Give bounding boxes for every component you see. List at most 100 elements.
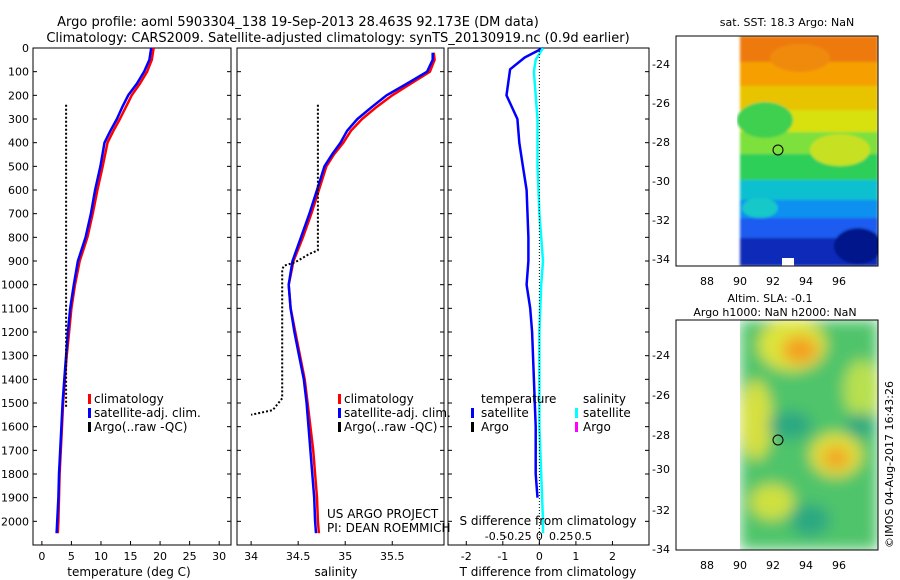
sst-map: sat. SST: 18.3 Argo: NaN [652,16,879,288]
legend-climatology-label: climatology [94,392,164,406]
sla-blob-teal-bottom [790,504,830,536]
series-line-climatology [287,52,436,534]
sla-xtick: 94 [799,559,813,572]
series-line-satellite-adj-clim- [287,52,434,534]
y-tick-label: 1500 [1,397,29,410]
y-tick-label: 600 [8,184,29,197]
difference-legend: temperature satellite Argo salinity sate… [460,392,637,528]
sst-xtick: 90 [733,275,747,288]
sla-blob-teal [768,411,812,439]
sst-patch-cyan [742,198,778,218]
legend-argo-swatch [88,422,91,432]
y-tick-label: 1900 [1,492,29,505]
difference-panel-frame [447,47,650,546]
y-tick-label: 1100 [1,302,29,315]
pi-annotation: PI: DEAN ROEMMICH [327,521,450,535]
sla-blob-yellow-bottom [750,484,794,520]
x-tick-label: 0 [536,550,543,563]
sla-argo-marker [772,434,784,446]
y-tick-label: 2000 [1,515,29,528]
x-tick-label: 25 [183,550,197,563]
x-tick-label: 0 [38,550,45,563]
x-tick-label: 2 [609,550,616,563]
temperature-difference-axis-label: T difference from climatology [459,565,637,579]
y-tick-label: 1000 [1,279,29,292]
series-line-satellite-adj-clim- [55,47,153,534]
legend-temp-argo-label: Argo [481,420,509,434]
sst-xtick: 92 [766,275,780,288]
series-line-argo-raw-qc- [250,104,319,416]
legend-argo-label: Argo(..raw -QC) [344,420,437,434]
sla-blob-orange-top [782,336,818,364]
legend-argo-swatch [338,422,341,432]
sla-xtick: 88 [700,559,714,572]
series-line-salinity-satellite [532,47,545,534]
sla-xtick: 90 [733,559,747,572]
legend-salinity-title: salinity [583,392,626,406]
x-tick-label: 35.5 [380,550,405,563]
x-tick-label: 10 [94,550,108,563]
y-tick-label: 0 [22,42,29,55]
x-tick-label: 5 [68,550,75,563]
sst-argo-marker [772,144,784,156]
x-tick-label: 34.5 [286,550,311,563]
sst-patch-navy [834,228,878,264]
salinity-plot: 34 34.5 35 35.5 [237,47,444,563]
salinity-difference-tick-label: -0.25 [503,530,531,543]
legend-sal-argo-label: Argo [583,420,611,434]
sst-patch-orange [770,44,830,72]
sla-map-title-line1: Altim. SLA: -0.1 [727,292,812,305]
temperature-plot: 0 5 10 15 20 25 300100200300400500600700800900… [1,42,231,563]
legend-temperature-title: temperature [481,392,556,406]
legend-temp-satellite-label: satellite [481,406,529,420]
y-tick-label: 700 [8,208,29,221]
imos-stamp: ©IMOS 04-Aug-2017 16:43:26 [883,381,896,548]
y-tick-label: 400 [8,137,29,150]
y-tick-label: 1200 [1,326,29,339]
legend-climatology-swatch [88,394,91,404]
figure-title-line2: Climatology: CARS2009. Satellite-adjuste… [46,31,629,46]
sla-ytick: -28 [652,429,670,442]
x-tick-label: -2 [461,550,472,563]
project-annotation: US ARGO PROJECT [327,507,439,521]
sla-blob-yellow-left [740,380,772,460]
y-tick-label: 300 [8,113,29,126]
y-tick-label: 1600 [1,421,29,434]
sst-xtick: 96 [832,275,846,288]
temperature-legend: climatology satellite-adj. clim. Argo(..… [88,392,201,434]
temperature-panel-frame [32,47,232,546]
salinity-difference-tick-label: -0.5 [485,530,506,543]
temperature-axis-label: temperature (deg C) [67,565,190,579]
sla-map-title-line2: Argo h1000: NaN h2000: NaN [693,306,856,319]
sla-ytick: -32 [652,504,670,517]
sst-map-frame [675,35,879,267]
series-line-temperature-satellite [505,46,544,498]
sla-blob-teal-right [846,413,874,437]
salinity-difference-tick-label: 0.25 [549,530,574,543]
y-tick-label: 500 [8,160,29,173]
sst-xtick: 88 [700,275,714,288]
sla-ytick: -24 [652,349,670,362]
sst-xtick: 94 [799,275,813,288]
sst-ytick: -26 [652,97,670,110]
legend-climatology-label: climatology [344,392,414,406]
salinity-difference-axis-label: S difference from climatology [460,514,637,528]
sst-ytick: -24 [652,58,670,71]
sla-blob-orange-center [822,446,850,470]
sla-blob-yellowgreen-right [844,360,878,420]
sla-xtick: 92 [766,559,780,572]
y-tick-label: 200 [8,89,29,102]
y-tick-label: 1800 [1,468,29,481]
y-tick-label: 800 [8,231,29,244]
sla-ytick: -26 [652,389,670,402]
sst-missing-patch [782,258,794,266]
sst-map-title: sat. SST: 18.3 Argo: NaN [720,16,854,29]
difference-plot: -2 -1 0 1 2 -0.5-0.25 0 0.25 0.5 [448,46,649,563]
legend-satellite-swatch [338,408,341,418]
legend-sal-satellite-label: satellite [583,406,631,420]
sst-patch-yellow [810,134,870,166]
sla-map: Altim. SLA: -0.1 Argo h1000: NaN h2000: … [652,292,879,572]
legend-satellite-swatch [88,408,91,418]
y-tick-label: 1300 [1,350,29,363]
sst-ytick: -32 [652,214,670,227]
